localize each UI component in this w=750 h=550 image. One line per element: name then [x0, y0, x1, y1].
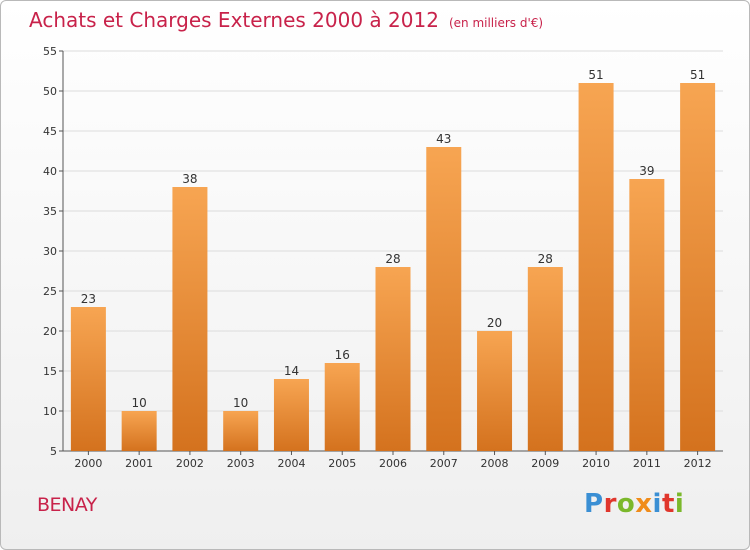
data-label: 51	[690, 68, 705, 82]
data-label: 51	[588, 68, 603, 82]
y-tick-label: 40	[43, 165, 57, 178]
data-label: 39	[639, 164, 654, 178]
bar	[477, 331, 513, 451]
y-tick-label: 45	[43, 125, 57, 138]
bar	[680, 83, 716, 451]
chart-subtitle: (en milliers d'€)	[448, 16, 544, 30]
logo-letter: o	[616, 489, 636, 519]
x-tick-label: 2005	[328, 457, 356, 470]
x-tick-label: 2001	[125, 457, 153, 470]
y-tick-label: 50	[43, 85, 57, 98]
logo-letter: P	[584, 489, 604, 519]
bar	[375, 267, 411, 451]
y-tick-label: 35	[43, 205, 57, 218]
data-label: 10	[132, 396, 147, 410]
logo-letter: i	[652, 489, 662, 519]
y-tick-label: 30	[43, 245, 57, 258]
bar	[70, 307, 106, 451]
logo-letter: x	[635, 489, 653, 519]
bar	[578, 83, 614, 451]
y-tick-label: 10	[43, 405, 57, 418]
x-tick-label: 2010	[582, 457, 610, 470]
y-tick-label: 55	[43, 45, 57, 58]
commune-name: BENAY	[37, 494, 97, 516]
logo-letter: r	[603, 489, 617, 519]
bar	[172, 187, 208, 451]
logo-letter: i	[674, 489, 685, 519]
bar	[629, 179, 665, 451]
y-tick-label: 25	[43, 285, 57, 298]
x-tick-label: 2006	[379, 457, 407, 470]
y-tick-label: 5	[50, 445, 57, 458]
x-tick-label: 2012	[684, 457, 712, 470]
y-tick-label: 20	[43, 325, 57, 338]
bar	[527, 267, 563, 451]
bar	[324, 363, 360, 451]
data-label: 16	[335, 348, 350, 362]
x-tick-label: 2009	[531, 457, 559, 470]
data-label: 14	[284, 364, 299, 378]
data-label: 28	[385, 252, 400, 266]
logo-letter: t	[661, 489, 675, 519]
x-tick-label: 2007	[430, 457, 458, 470]
x-tick-label: 2000	[74, 457, 102, 470]
data-label: 28	[538, 252, 553, 266]
data-label: 23	[81, 292, 96, 306]
x-tick-label: 2003	[227, 457, 255, 470]
x-tick-label: 2002	[176, 457, 204, 470]
y-tick-label: 15	[43, 365, 57, 378]
x-tick-label: 2008	[481, 457, 509, 470]
bar	[121, 411, 157, 451]
chart-title: Achats et Charges Externes 2000 à 2012 (e…	[29, 8, 543, 32]
proxiti-logo: Proxiti	[584, 489, 684, 519]
bar	[273, 379, 309, 451]
data-label: 20	[487, 316, 502, 330]
bar	[426, 147, 462, 451]
data-label: 43	[436, 132, 451, 146]
x-tick-label: 2004	[277, 457, 305, 470]
x-tick-label: 2011	[633, 457, 661, 470]
chart-title-text: Achats et Charges Externes 2000 à 2012	[29, 8, 439, 32]
data-label: 10	[233, 396, 248, 410]
bar	[223, 411, 259, 451]
data-label: 38	[182, 172, 197, 186]
